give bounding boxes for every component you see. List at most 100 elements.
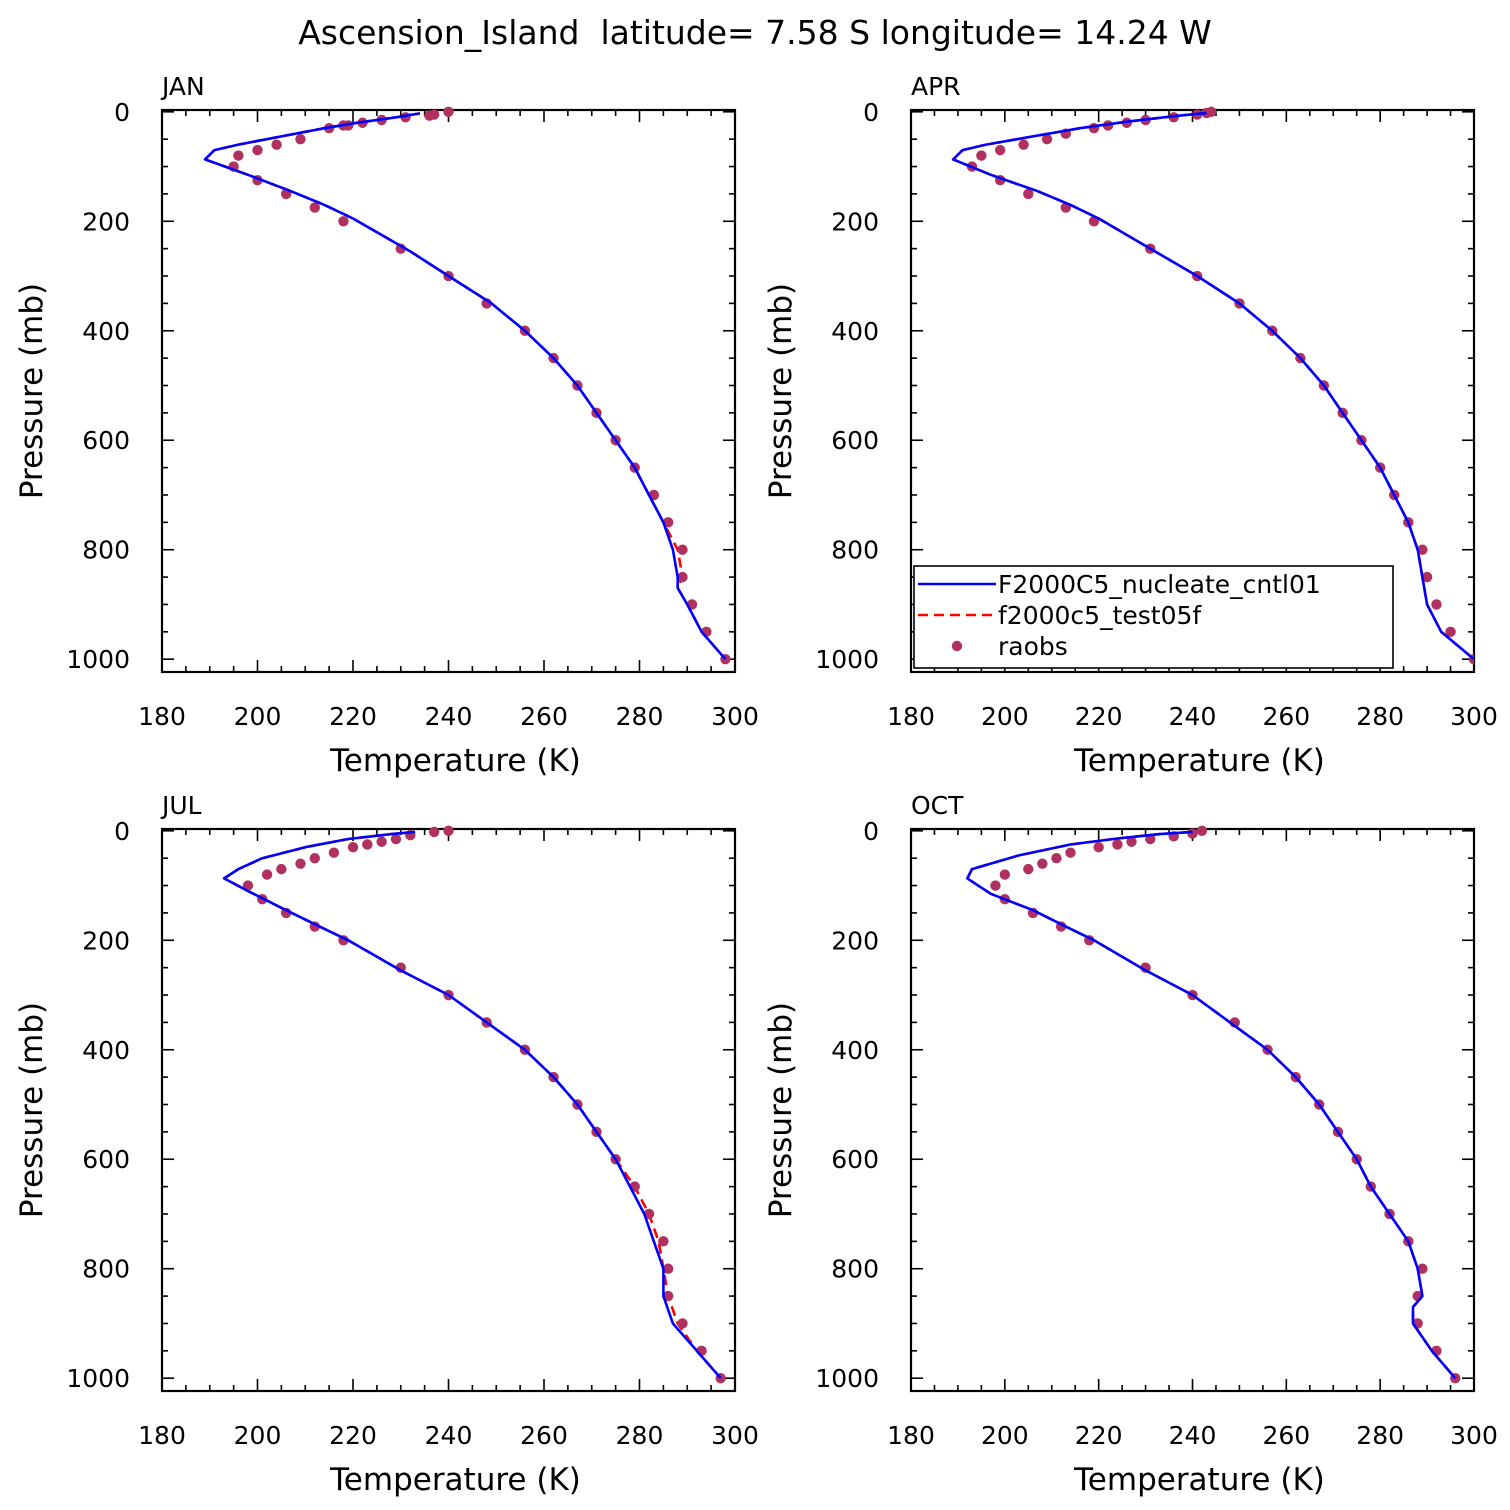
y-tick-label: 0 [863,817,879,846]
obs-point [677,571,688,583]
obs-point [261,869,273,880]
panel-label: JAN [160,72,205,101]
obs-point [658,1236,669,1247]
x-tick-label: 220 [329,1421,377,1450]
y-tick-label: 600 [82,1145,130,1174]
panel-jul: 180 200 220 240 260 280 300 0 200 400 600 800 1000 Te… [14,791,759,1498]
obs-point [295,133,306,145]
x-tick-label: 180 [138,702,186,731]
y-tick-label: 1000 [66,645,130,674]
y-axis-title: Pressure (mb) [763,1002,799,1218]
x-tick-label: 240 [1169,702,1217,731]
obs-point [233,150,244,161]
obs-point [1065,847,1076,858]
y-tick-label: 1000 [815,645,879,674]
y-tick-label: 800 [831,536,879,565]
x-tick-label: 180 [887,1421,935,1450]
obs-point [252,144,263,156]
x-tick-label: 240 [425,702,473,731]
data-layer [951,106,1474,665]
obs-point [1417,1263,1428,1274]
y-tick-label: 400 [82,1036,130,1065]
obs-point [999,869,1011,880]
y-tick-label: 800 [831,1255,879,1284]
obs-point [1041,133,1053,145]
legend: F2000C5_nucleate_cntl01f2000c5_test05fra… [913,565,1394,669]
series-line-f2000c5-nucleate-cntl01 [966,830,1457,1380]
y-axis-title: Pressure (mb) [763,283,799,499]
y-tick-label: 400 [831,317,879,346]
legend-label-1: f2000c5_test05f [998,601,1202,630]
y-axis-title: Pressure (mb) [14,283,50,499]
obs-point [276,863,287,875]
obs-point [309,202,320,213]
obs-point [242,880,254,891]
x-tick-label: 260 [520,1421,568,1450]
data-layer [966,825,1461,1384]
obs-point [1126,836,1137,847]
obs-point [1187,828,1198,839]
x-tick-label: 280 [616,1421,664,1450]
panel-apr: 180 200 220 240 260 280 300 0 200 400 600 800 1000 Te… [763,72,1498,779]
x-tick-label: 280 [1356,702,1404,731]
obs-point [994,144,1006,156]
obs-point [295,858,306,869]
obs-point [990,880,1001,891]
legend-dot-2 [951,640,963,652]
x-tick-label: 200 [234,702,282,731]
y-tick-label: 400 [831,1036,879,1065]
x-tick-label: 300 [711,1421,759,1450]
x-tick-label: 220 [329,702,377,731]
legend-label-0: F2000C5_nucleate_cntl01 [998,570,1321,599]
panel-label: APR [911,72,961,101]
obs-point [338,216,349,227]
obs-point [271,139,282,150]
x-axis-title: Temperature (K) [329,1462,581,1498]
x-tick-label: 280 [1356,1421,1404,1450]
y-tick-label: 0 [114,817,130,846]
x-tick-label: 180 [887,702,935,731]
y-axis-title: Pressure (mb) [14,1002,50,1218]
obs-point [1421,571,1433,583]
x-tick-label: 220 [1075,702,1123,731]
obs-point [1196,825,1208,836]
x-tick-label: 240 [425,1421,473,1450]
obs-point [376,836,387,847]
series-line-f2000c5-nucleate-cntl01 [951,111,1474,661]
data-layer [203,106,731,665]
obs-point [1431,599,1442,610]
x-tick-label: 300 [1450,1421,1498,1450]
obs-point [677,1318,688,1329]
obs-point [1093,842,1104,853]
y-tick-label: 800 [82,536,130,565]
x-tick-label: 220 [1075,1421,1123,1450]
x-tick-label: 300 [1450,702,1498,731]
y-tick-label: 200 [831,207,879,236]
obs-point [328,847,340,858]
obs-point [976,150,987,161]
x-tick-label: 280 [616,702,664,731]
obs-point [1112,839,1123,850]
panel-label: OCT [911,791,964,820]
obs-point [309,852,320,864]
y-tick-label: 600 [82,426,130,455]
obs-point [662,1263,674,1274]
x-tick-label: 180 [138,1421,186,1450]
x-axis-title: Temperature (K) [1073,1462,1325,1498]
obs-point [1417,544,1428,555]
y-tick-label: 200 [82,207,130,236]
y-tick-label: 600 [831,1145,879,1174]
obs-point [1445,626,1456,638]
series-line-f2000c5-nucleate-cntl01 [222,830,722,1380]
y-tick-label: 0 [114,98,130,127]
obs-point [1018,139,1029,150]
x-tick-label: 260 [520,702,568,731]
obs-point [1023,863,1034,875]
data-layer [222,825,726,1384]
y-tick-label: 200 [82,926,130,955]
y-tick-label: 0 [863,98,879,127]
panels: 180 200 220 240 260 280 300 0 200 400 600 800 1000 Te… [14,72,1498,1498]
x-axis-title: Temperature (K) [1073,743,1325,779]
